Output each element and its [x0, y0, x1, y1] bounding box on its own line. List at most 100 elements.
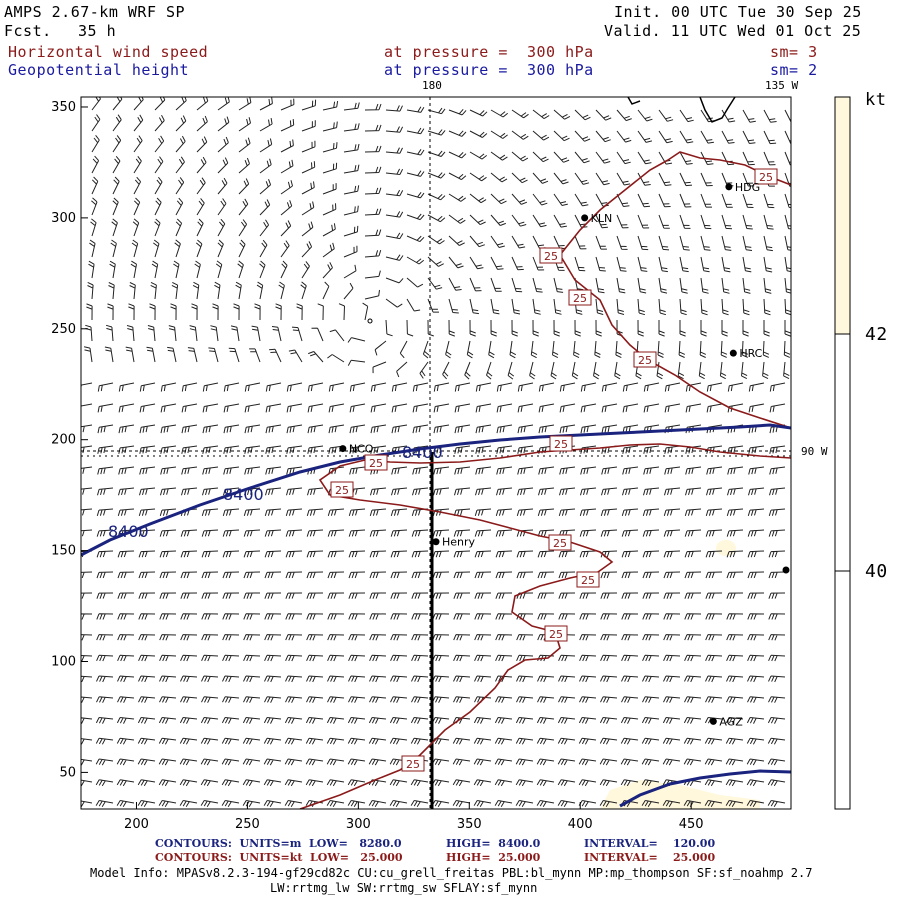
wind-barb	[327, 675, 345, 683]
wind-barb	[466, 340, 474, 359]
wind-barb	[684, 508, 702, 517]
wind-barb	[517, 487, 534, 496]
wind-barb	[412, 382, 429, 392]
wind-barb	[474, 592, 492, 599]
wind-barb	[679, 235, 690, 251]
wind-barb	[275, 303, 282, 321]
wind-barb	[208, 347, 219, 363]
wind-barb	[305, 779, 324, 787]
wind-barb	[571, 361, 579, 380]
wind-barb	[201, 592, 219, 599]
x-tick-label: 400	[568, 817, 593, 832]
wind-barb	[726, 529, 744, 537]
wind-barb	[433, 424, 450, 434]
wind-barb	[748, 466, 765, 475]
wind-barb	[259, 219, 270, 237]
wind-barb	[767, 717, 786, 724]
wind-barb	[306, 508, 324, 517]
wind-barb	[601, 487, 618, 496]
wind-barb	[622, 424, 639, 434]
wind-barb	[349, 445, 366, 454]
wind-barb	[108, 282, 115, 300]
forecast-hours: 35 h	[78, 22, 117, 40]
wind-barb	[406, 192, 425, 199]
wind-barb	[663, 508, 681, 517]
wind-barb	[432, 592, 450, 599]
wind-barb	[642, 696, 660, 703]
wind-barb	[399, 340, 408, 359]
speed-label: 25	[406, 758, 420, 771]
wind-barb	[301, 221, 314, 237]
wind-barb	[677, 361, 685, 380]
wind-barb	[410, 800, 429, 807]
wind-barb	[396, 361, 408, 378]
field1-level: at pressure = 300 hPa	[384, 43, 594, 61]
wind-barb	[181, 403, 198, 413]
wind-barb	[174, 239, 181, 258]
wind-barb	[118, 382, 135, 392]
wind-barb	[637, 151, 652, 165]
wind-barb	[117, 675, 135, 683]
wind-barb	[769, 466, 786, 475]
wind-barb	[343, 143, 360, 153]
wind-barb	[259, 118, 273, 132]
wind-barb	[721, 320, 728, 337]
wind-barb	[343, 264, 357, 279]
wind-barb	[637, 214, 650, 229]
wind-barb	[369, 675, 387, 683]
wind-barb	[490, 172, 508, 183]
wind-barb	[137, 758, 156, 766]
wind-barb	[217, 97, 230, 111]
wind-barb	[372, 361, 387, 374]
wind-barb	[238, 137, 251, 153]
wind-barb	[557, 758, 576, 766]
wind-barb	[322, 162, 338, 174]
wind-barb	[196, 115, 208, 132]
station-label: KLN	[591, 212, 613, 225]
wind-barb	[116, 779, 135, 787]
wind-barb	[200, 717, 219, 724]
wind-barb	[495, 696, 513, 703]
wind-barb	[452, 779, 471, 787]
wind-barb	[138, 571, 156, 579]
wind-barb	[97, 445, 114, 454]
wind-barb	[511, 172, 528, 184]
wind-barb	[187, 347, 198, 363]
wind-barb	[322, 223, 336, 237]
wind-barb	[469, 298, 479, 315]
wind-barb	[284, 800, 303, 807]
wind-barb	[159, 613, 177, 620]
wind-barb	[256, 281, 264, 300]
wind-barb	[490, 298, 500, 315]
wind-barb	[391, 403, 408, 413]
wind-barb	[343, 185, 360, 195]
wind-barb	[348, 696, 366, 703]
wind-barb	[244, 424, 261, 434]
wind-barb	[201, 613, 219, 620]
wind-barb	[223, 487, 240, 496]
wind-barb	[679, 130, 694, 144]
wind-barb	[509, 340, 517, 359]
wind-barb	[214, 281, 221, 300]
wind-barb	[704, 737, 723, 745]
wind-barb	[679, 277, 688, 294]
wind-barb	[175, 115, 187, 132]
wind-barb	[473, 737, 492, 745]
wind-barb	[553, 130, 570, 142]
wind-barb	[473, 800, 492, 807]
wind-barb	[95, 737, 114, 745]
wind-barb	[133, 135, 143, 153]
wind-barb	[107, 303, 114, 321]
wind-barb	[305, 758, 324, 766]
wind-barb	[238, 219, 248, 237]
wind-barb	[705, 634, 723, 641]
wind-barb	[662, 758, 681, 766]
wind-barb	[244, 487, 261, 496]
wind-barb	[160, 466, 177, 475]
wind-barb	[453, 613, 471, 620]
wind-barb	[243, 529, 261, 537]
wind-barb	[237, 260, 244, 279]
wind-barb	[600, 675, 618, 683]
wind-barb	[180, 550, 198, 558]
wind-barb	[600, 571, 618, 579]
